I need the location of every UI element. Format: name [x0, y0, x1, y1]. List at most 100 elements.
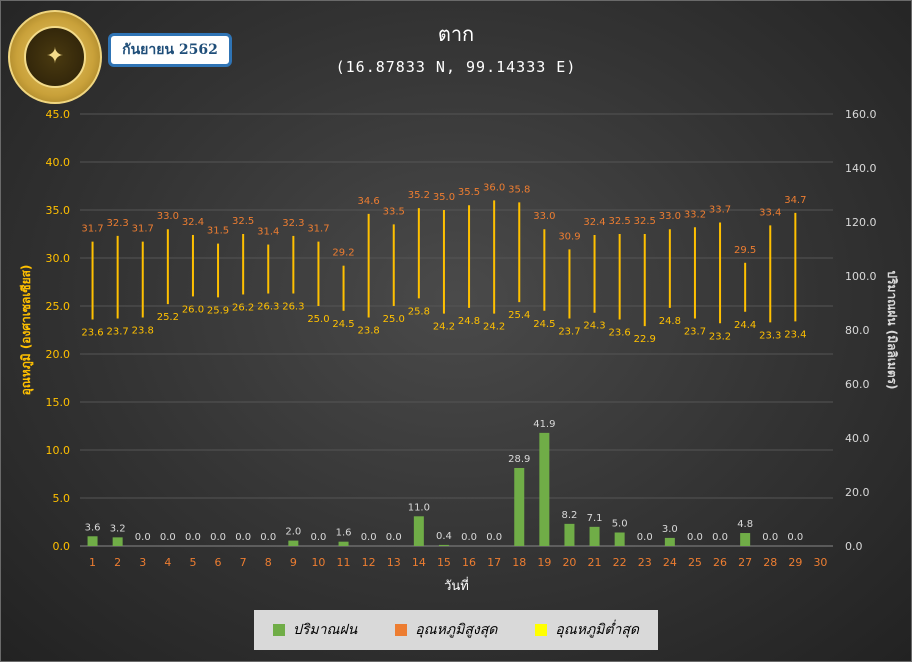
rain-bar — [288, 540, 299, 546]
day-tick-label: 11 — [337, 556, 351, 569]
day-tick-label: 21 — [588, 556, 602, 569]
tmax-value-label: 33.0 — [659, 211, 681, 222]
day-tick-label: 30 — [813, 556, 827, 569]
tmin-value-label: 24.8 — [659, 316, 681, 327]
left-axis-title: อุณหภูมิ (องศาเซลเซียส) — [19, 265, 34, 396]
day-tick-label: 19 — [537, 556, 551, 569]
right-tick-label: 140.0 — [845, 162, 877, 175]
tmax-value-label: 35.8 — [508, 184, 530, 195]
tmin-value-label: 25.2 — [157, 312, 179, 323]
right-tick-label: 160.0 — [845, 108, 877, 121]
rain-value-label: 0.0 — [135, 532, 151, 543]
tmax-value-label: 29.5 — [734, 245, 756, 256]
day-tick-label: 22 — [613, 556, 627, 569]
tmax-value-label: 35.2 — [408, 190, 430, 201]
tmax-value-label: 31.7 — [132, 224, 154, 235]
rain-value-label: 0.0 — [235, 532, 251, 543]
tmin-value-label: 24.5 — [332, 319, 354, 330]
tmin-value-label: 23.2 — [709, 331, 731, 342]
legend-swatch-tmin — [535, 624, 548, 636]
rain-value-label: 3.0 — [662, 524, 678, 535]
tmax-value-label: 32.5 — [232, 216, 254, 227]
tmin-value-label: 25.4 — [508, 310, 530, 321]
tmin-value-label: 23.8 — [358, 326, 380, 337]
month-label: กันยายน 2562 — [108, 33, 232, 67]
tmin-value-label: 26.3 — [282, 302, 304, 313]
rain-value-label: 41.9 — [533, 419, 555, 430]
tmax-value-label: 35.5 — [458, 187, 480, 198]
rain-value-label: 0.0 — [687, 532, 703, 543]
tmin-value-label: 24.2 — [433, 322, 455, 333]
day-tick-label: 16 — [462, 556, 476, 569]
right-tick-label: 120.0 — [845, 216, 877, 229]
tmd-logo: ✦ — [8, 10, 102, 104]
day-tick-label: 9 — [290, 556, 297, 569]
tmax-value-label: 31.7 — [81, 224, 103, 235]
day-tick-label: 29 — [788, 556, 802, 569]
tmin-value-label: 26.0 — [182, 304, 204, 315]
day-tick-label: 25 — [688, 556, 702, 569]
tmax-value-label: 32.4 — [182, 217, 204, 228]
tmax-value-label: 33.7 — [709, 204, 731, 215]
tmax-value-label: 31.4 — [257, 227, 279, 238]
rain-value-label: 7.1 — [587, 513, 603, 524]
tmin-value-label: 24.2 — [483, 322, 505, 333]
rain-value-label: 4.8 — [737, 519, 753, 530]
day-tick-label: 8 — [265, 556, 272, 569]
rain-value-label: 0.0 — [386, 532, 402, 543]
tmin-value-label: 25.0 — [383, 314, 405, 325]
tmax-value-label: 29.2 — [332, 248, 354, 259]
day-tick-label: 7 — [240, 556, 247, 569]
chart-coordinates: (16.87833 N, 99.14333 E) — [335, 58, 577, 76]
rain-value-label: 0.0 — [461, 532, 477, 543]
rain-value-label: 0.0 — [361, 532, 377, 543]
rain-value-label: 0.0 — [310, 532, 326, 543]
tmax-value-label: 32.5 — [609, 216, 631, 227]
day-tick-label: 24 — [663, 556, 677, 569]
rain-value-label: 1.6 — [336, 528, 352, 539]
tmin-value-label: 23.6 — [81, 327, 103, 338]
tmin-value-label: 23.8 — [132, 326, 154, 337]
rain-bar — [514, 467, 525, 546]
tmax-value-label: 32.5 — [634, 216, 656, 227]
legend-item-tmin: อุณหภูมิต่ำสุด — [535, 619, 639, 641]
tmax-value-label: 33.2 — [684, 209, 706, 220]
tmin-value-label: 26.2 — [232, 302, 254, 313]
x-axis-title: วันที่ — [444, 577, 469, 594]
legend-item-tmax: อุณหภูมิสูงสุด — [395, 619, 497, 641]
tmin-value-label: 25.8 — [408, 306, 430, 317]
tmax-value-label: 33.0 — [533, 211, 555, 222]
right-tick-label: 100.0 — [845, 270, 877, 283]
day-tick-label: 10 — [311, 556, 325, 569]
tmin-value-label: 23.6 — [609, 327, 631, 338]
day-tick-label: 3 — [139, 556, 146, 569]
day-tick-label: 18 — [512, 556, 526, 569]
rain-value-label: 3.2 — [110, 523, 126, 534]
rain-bar — [564, 523, 575, 546]
legend-swatch-rain — [272, 624, 285, 636]
tmax-value-label: 30.9 — [558, 231, 580, 242]
day-tick-label: 15 — [437, 556, 451, 569]
chart-title: ตาก — [437, 22, 475, 46]
tmax-value-label: 33.4 — [759, 207, 781, 218]
tmax-value-label: 35.0 — [433, 192, 455, 203]
rain-bar — [413, 516, 424, 546]
tmin-value-label: 23.7 — [107, 326, 129, 337]
tmin-value-label: 23.7 — [684, 326, 706, 337]
day-tick-label: 14 — [412, 556, 426, 569]
rain-value-label: 0.0 — [787, 532, 803, 543]
legend-swatch-tmax — [395, 624, 408, 636]
day-tick-label: 13 — [387, 556, 401, 569]
right-tick-label: 0.0 — [845, 540, 863, 553]
tmax-value-label: 31.5 — [207, 226, 229, 237]
day-tick-label: 5 — [189, 556, 196, 569]
rain-value-label: 0.0 — [185, 532, 201, 543]
day-tick-label: 23 — [638, 556, 652, 569]
tmax-value-label: 33.0 — [157, 211, 179, 222]
rain-bar — [338, 541, 349, 546]
day-tick-label: 2 — [114, 556, 121, 569]
day-tick-label: 17 — [487, 556, 501, 569]
left-tick-label: 10.0 — [46, 444, 71, 457]
rain-value-label: 0.4 — [436, 531, 452, 542]
